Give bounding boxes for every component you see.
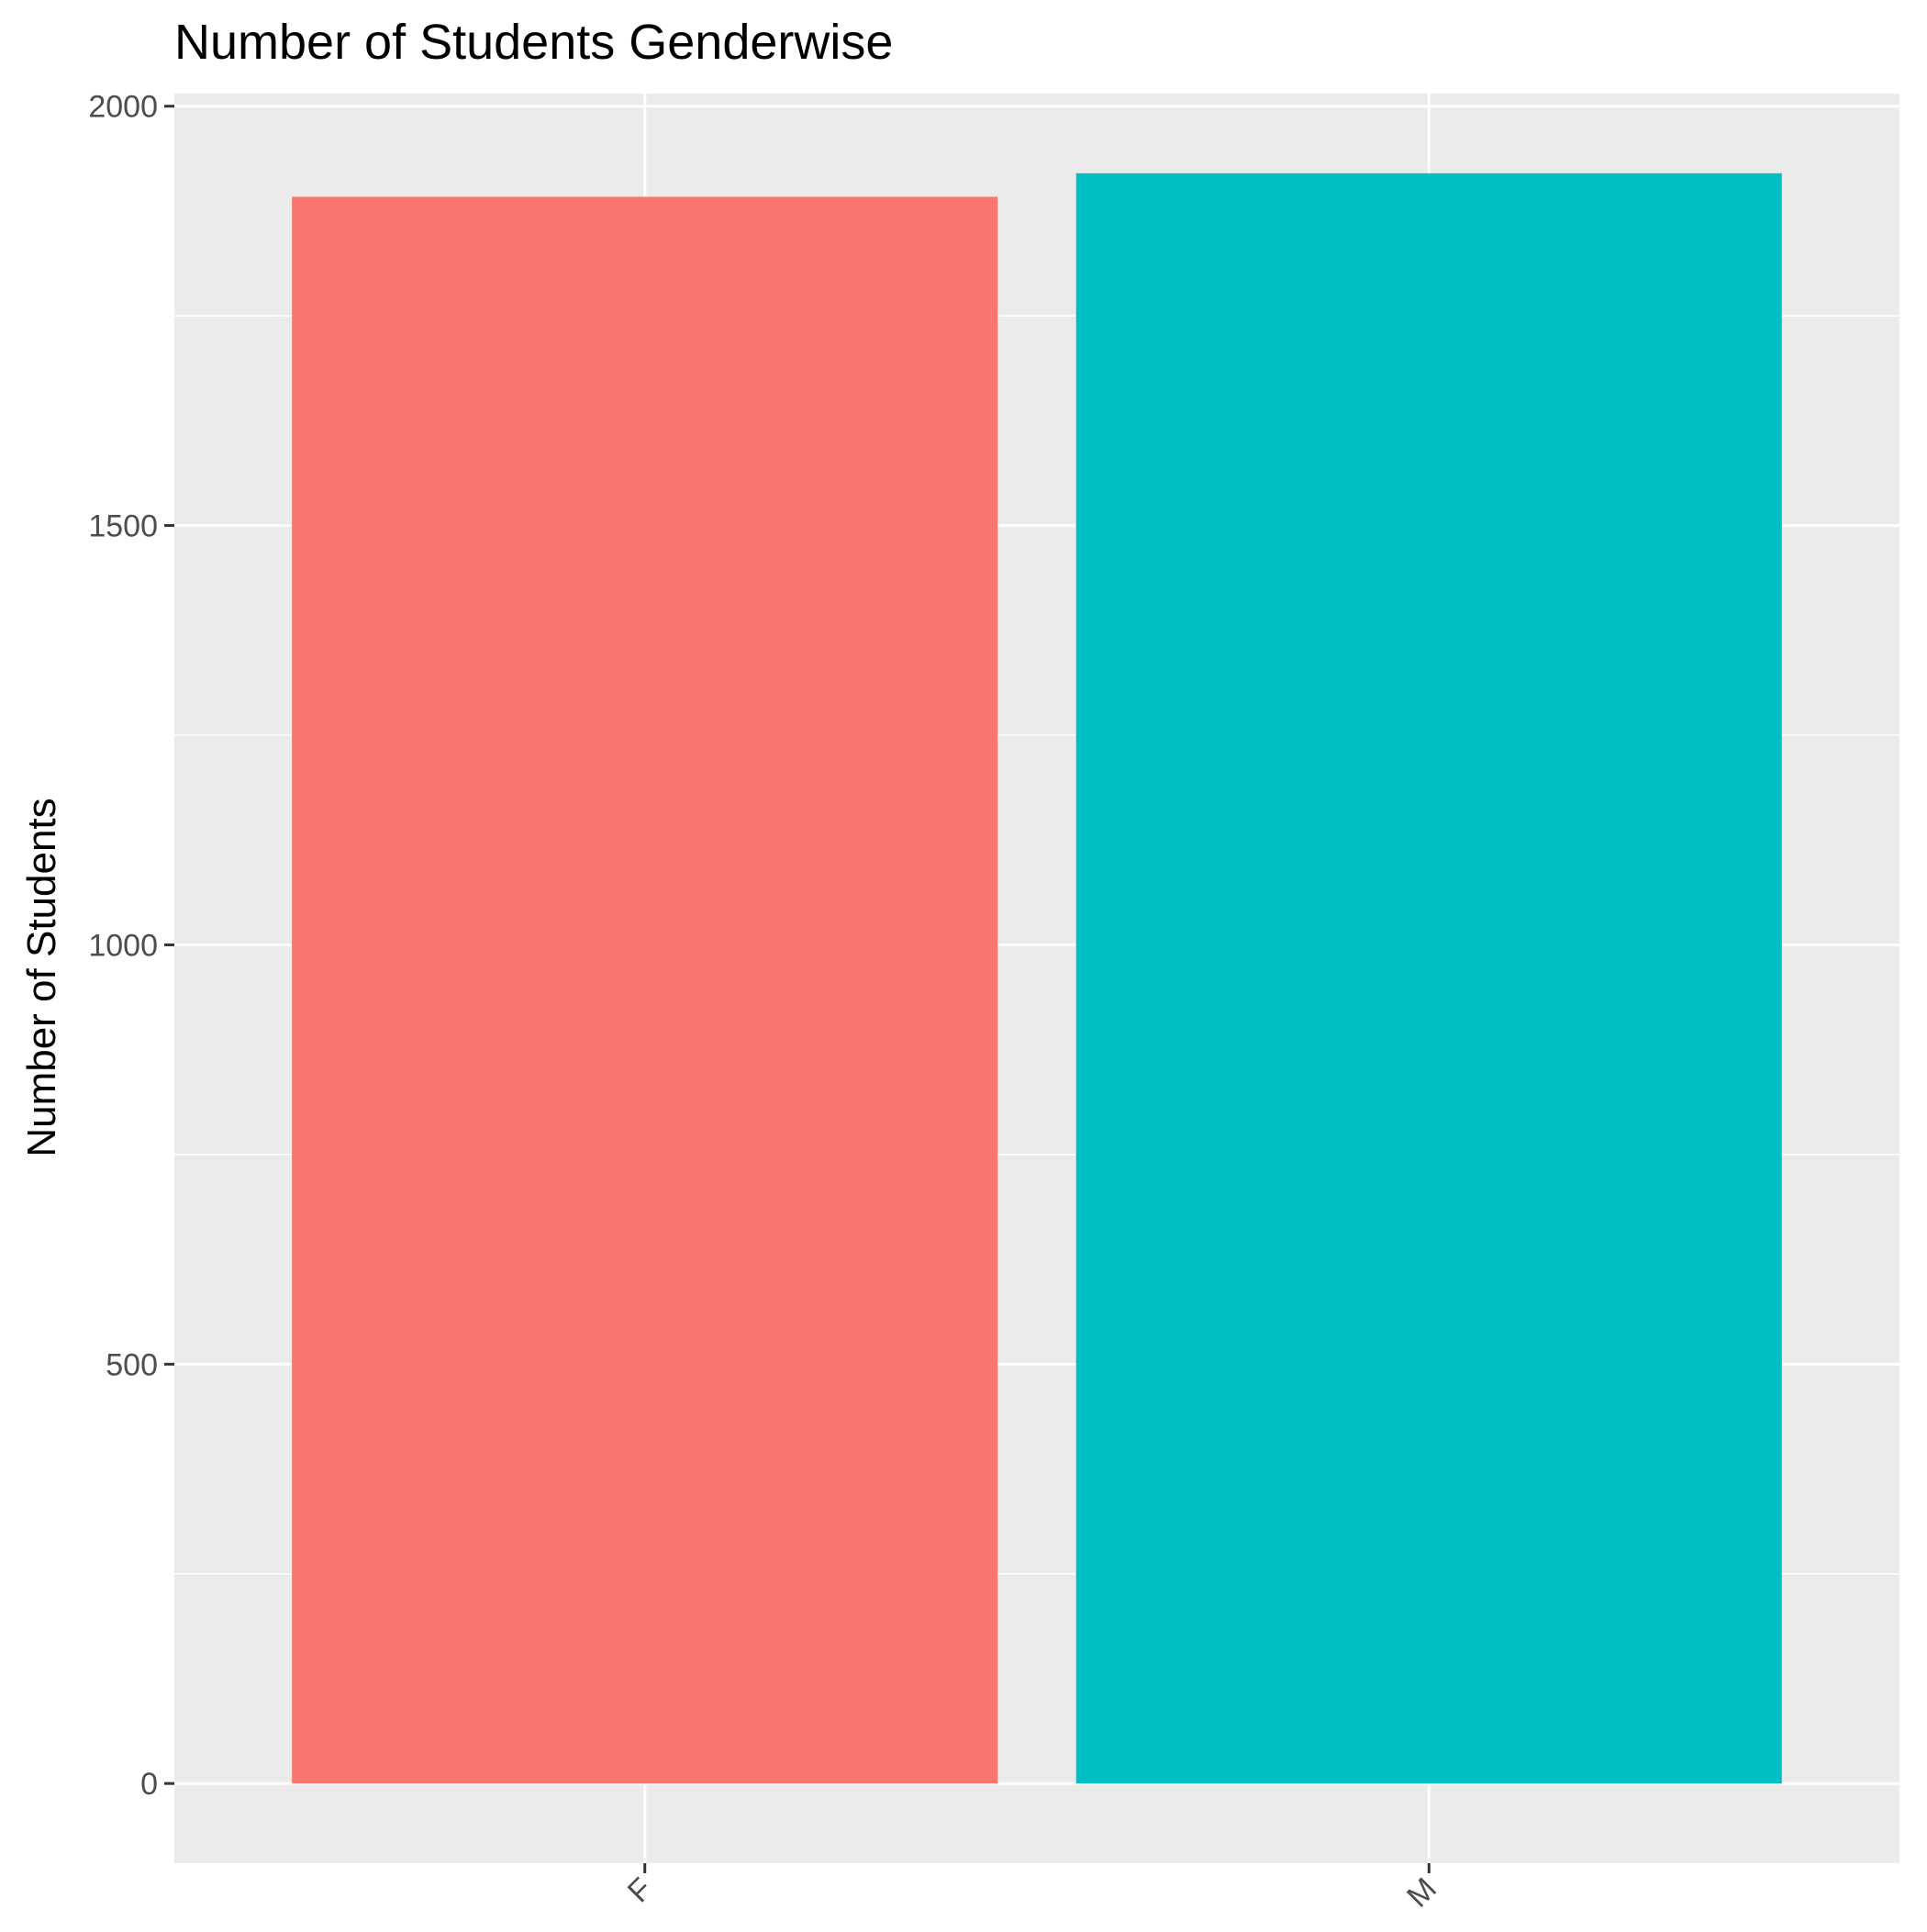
y-tick-label: 0 bbox=[140, 1767, 158, 1802]
axes: 0 500 1000 1500 2000 F M bbox=[88, 90, 1443, 1915]
bars bbox=[292, 173, 1782, 1784]
y-tick-label: 1500 bbox=[88, 509, 158, 544]
bar-F bbox=[292, 196, 998, 1784]
y-axis-title: Number of Students bbox=[19, 798, 64, 1156]
y-tick-label: 1000 bbox=[88, 928, 158, 963]
chart-title: Number of Students Genderwise bbox=[174, 15, 893, 70]
y-tick-label: 2000 bbox=[88, 90, 158, 125]
x-tick-label: M bbox=[1400, 1871, 1443, 1915]
bar-M bbox=[1075, 173, 1782, 1784]
x-tick-label: F bbox=[621, 1871, 660, 1910]
y-tick-label: 500 bbox=[106, 1347, 158, 1382]
